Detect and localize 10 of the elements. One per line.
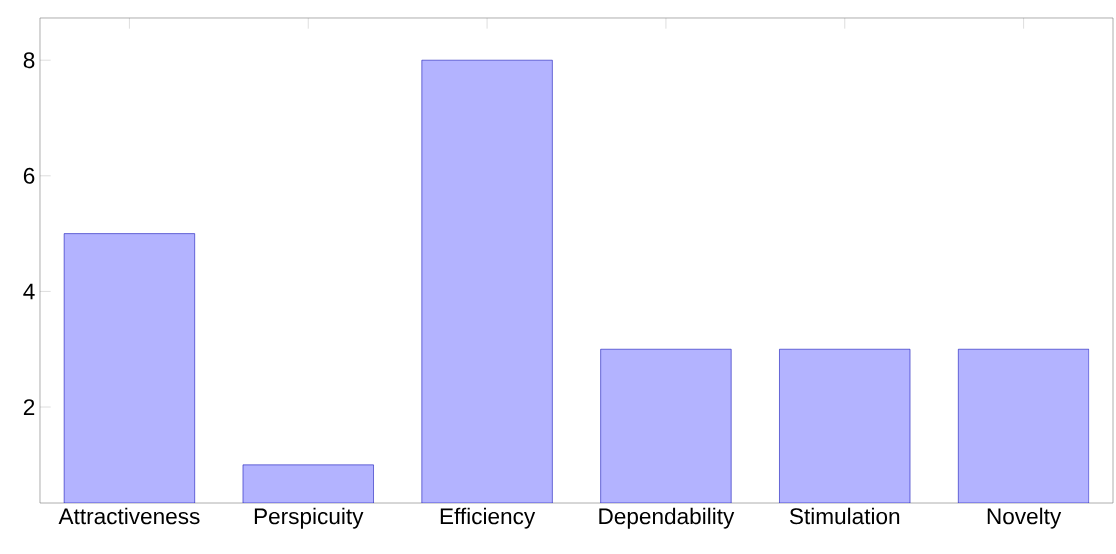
y-tick-label: 8	[23, 52, 35, 69]
x-tick-label: Stimulation	[789, 507, 900, 525]
x-tick-label: Novelty	[987, 507, 1062, 529]
y-tick-label: 2	[23, 399, 35, 415]
y-tick-label: 6	[23, 167, 35, 184]
x-tick-label: Dependability	[599, 507, 735, 529]
x-tick-label: Perspicuity	[254, 507, 364, 529]
y-tick-label: 4	[23, 283, 35, 300]
x-tick-label: Efficiency	[440, 507, 536, 529]
x-tick-label: Attractiveness	[58, 507, 200, 525]
